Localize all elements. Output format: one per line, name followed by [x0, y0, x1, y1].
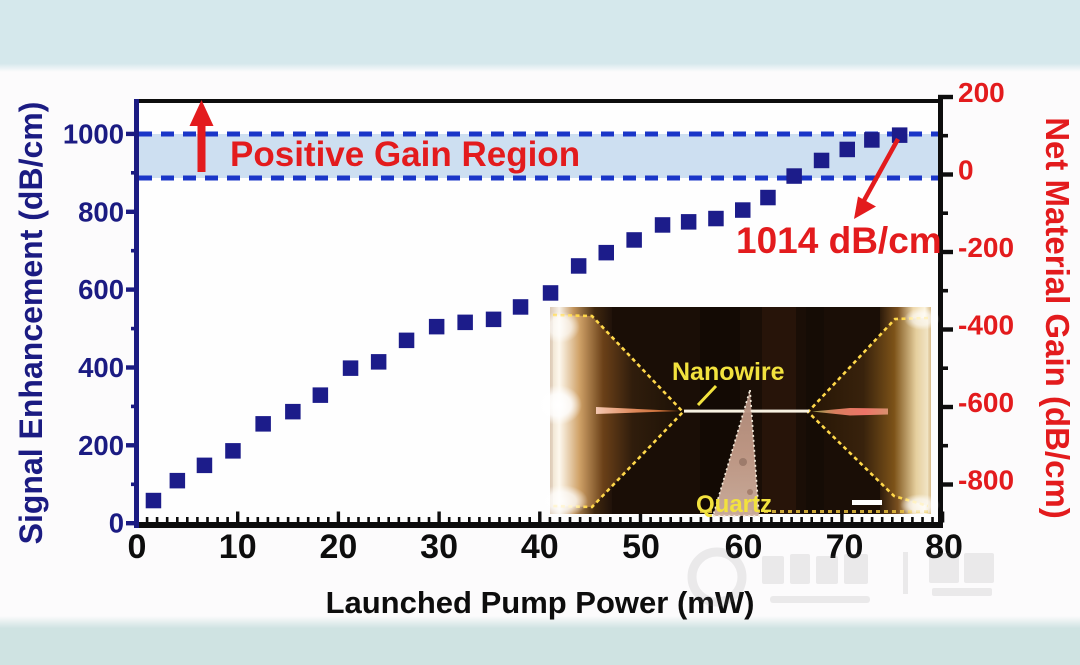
svg-text:-600: -600 — [958, 387, 1014, 418]
svg-text:50: 50 — [622, 528, 660, 566]
svg-text:80: 80 — [925, 528, 963, 566]
svg-text:40: 40 — [521, 528, 559, 566]
svg-text:Launched Pump Power (mW): Launched Pump Power (mW) — [326, 585, 755, 620]
svg-text:600: 600 — [78, 274, 124, 305]
svg-text:30: 30 — [420, 528, 458, 566]
svg-text:1014 dB/cm: 1014 dB/cm — [736, 220, 942, 261]
svg-text:200: 200 — [958, 77, 1005, 108]
svg-text:60: 60 — [725, 528, 763, 566]
svg-text:Nanowire: Nanowire — [672, 358, 785, 386]
svg-text:-400: -400 — [958, 310, 1014, 341]
svg-text:Positive Gain Region: Positive Gain Region — [230, 135, 580, 174]
svg-text:400: 400 — [78, 352, 124, 383]
svg-text:1000: 1000 — [63, 119, 124, 150]
svg-text:200: 200 — [78, 430, 124, 461]
svg-text:0: 0 — [958, 155, 974, 186]
svg-text:0: 0 — [128, 528, 147, 566]
svg-text:800: 800 — [78, 196, 124, 227]
svg-text:Signal Enhancement (dB/cm): Signal Enhancement (dB/cm) — [13, 102, 49, 545]
svg-text:-800: -800 — [958, 465, 1014, 496]
svg-text:Quartz: Quartz — [696, 491, 772, 518]
svg-text:20: 20 — [319, 528, 357, 566]
svg-text:-200: -200 — [958, 232, 1014, 263]
svg-text:Net Material Gain (dB/cm): Net Material Gain (dB/cm) — [1039, 117, 1076, 519]
svg-text:10: 10 — [219, 528, 257, 566]
svg-text:0: 0 — [109, 508, 124, 539]
svg-text:70: 70 — [826, 528, 864, 566]
